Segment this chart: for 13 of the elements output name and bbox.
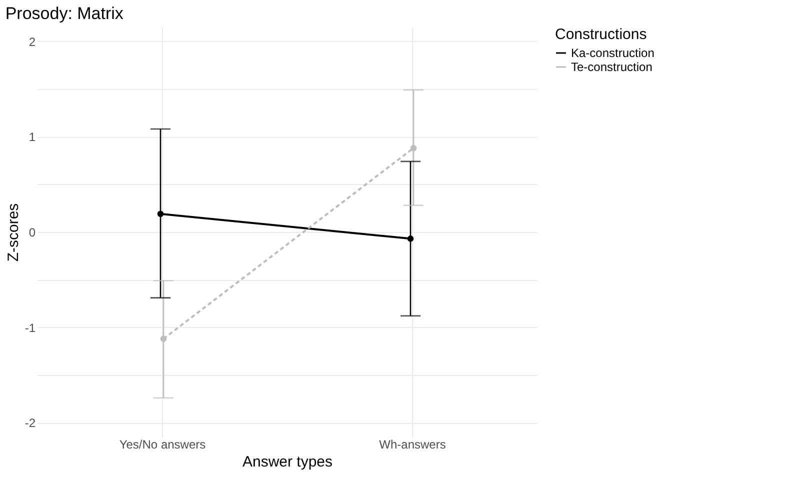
y-tick-label: -2	[24, 416, 36, 430]
y-tick-label: 0	[28, 226, 36, 240]
y-tick-label: 2	[28, 34, 36, 49]
x-tick-label: Yes/No answers	[119, 438, 206, 452]
y-tick-label: 1	[28, 130, 36, 144]
legend-title: Constructions	[555, 26, 647, 43]
legend-label: Ka-construction	[571, 46, 654, 60]
chart-title: Prosody: Matrix	[5, 4, 124, 23]
x-axis-title: Answer types	[242, 454, 333, 470]
y-axis-title: Z-scores	[4, 203, 22, 262]
legend-label: Te-construction	[571, 60, 652, 74]
y-tick-label: -1	[24, 320, 36, 335]
x-tick-label: Wh-answers	[379, 438, 446, 452]
